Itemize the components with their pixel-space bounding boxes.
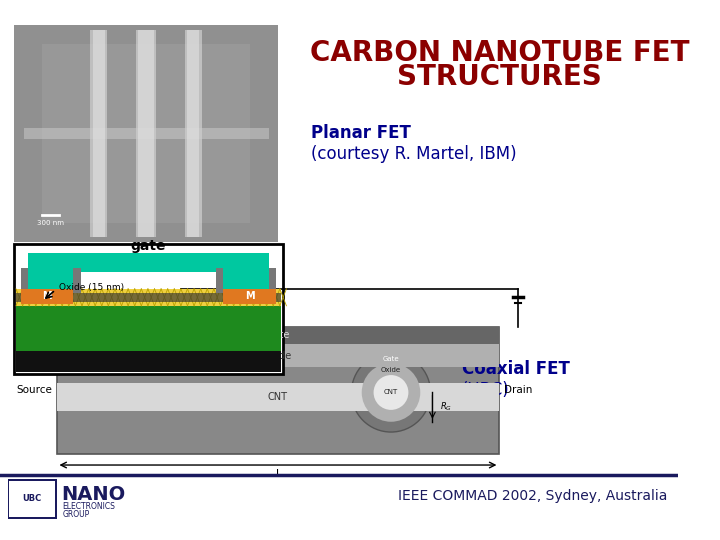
Text: Gate: Gate	[266, 330, 289, 340]
Text: Oxide (15 nm): Oxide (15 nm)	[59, 284, 125, 292]
Bar	[28, 268, 73, 289]
Bar	[184, 30, 202, 237]
Bar	[57, 345, 500, 367]
Bar	[14, 25, 278, 242]
Circle shape	[361, 363, 420, 422]
Circle shape	[351, 353, 431, 432]
Bar	[223, 289, 276, 304]
Text: CNT: CNT	[384, 389, 398, 395]
Bar	[14, 244, 283, 374]
Bar	[28, 253, 269, 272]
Bar	[57, 327, 500, 345]
Text: STRUCTURES: STRUCTURES	[397, 63, 602, 91]
Text: ELECTRONICS: ELECTRONICS	[62, 502, 115, 511]
Bar	[91, 30, 107, 237]
Bar	[216, 268, 223, 293]
Text: CARBON NANOTUBE FET: CARBON NANOTUBE FET	[310, 39, 689, 68]
Bar	[94, 30, 104, 237]
Bar	[21, 289, 73, 304]
Text: M: M	[245, 292, 254, 301]
Text: Oxide: Oxide	[264, 351, 292, 361]
Text: Planar FET: Planar FET	[311, 124, 411, 143]
Bar	[21, 268, 28, 293]
Bar	[57, 327, 500, 454]
Bar	[73, 268, 81, 293]
Text: CNT: CNT	[268, 393, 288, 402]
Text: l: l	[276, 469, 279, 478]
Text: Coaxial FET: Coaxial FET	[462, 360, 570, 378]
Text: M: M	[42, 292, 52, 301]
Bar	[16, 293, 281, 302]
Bar	[42, 44, 250, 223]
Text: GROUP: GROUP	[62, 510, 89, 518]
Bar	[269, 268, 276, 293]
Bar	[57, 383, 500, 411]
Bar	[223, 268, 269, 289]
Bar	[16, 351, 281, 372]
Bar	[9, 481, 55, 517]
Bar	[16, 289, 281, 306]
Text: gate: gate	[130, 239, 166, 253]
Bar	[135, 30, 156, 237]
Text: NANO: NANO	[61, 485, 125, 504]
Text: 300 nm: 300 nm	[37, 220, 64, 226]
Text: IEEE COMMAD 2002, Sydney, Australia: IEEE COMMAD 2002, Sydney, Australia	[397, 489, 667, 503]
Text: UBC: UBC	[22, 495, 42, 503]
Bar	[187, 30, 199, 237]
Bar	[138, 30, 153, 237]
Text: Drain: Drain	[504, 385, 532, 395]
Bar	[24, 128, 269, 139]
Text: Source: Source	[16, 385, 52, 395]
Bar	[16, 306, 281, 351]
Text: (UBC): (UBC)	[462, 381, 510, 399]
Circle shape	[374, 375, 408, 410]
Text: Oxide: Oxide	[381, 367, 401, 373]
Text: (courtesy R. Martel, IBM): (courtesy R. Martel, IBM)	[311, 145, 516, 163]
Bar	[7, 479, 57, 519]
Text: $R_G$: $R_G$	[440, 401, 452, 414]
Text: Gate: Gate	[383, 356, 400, 362]
